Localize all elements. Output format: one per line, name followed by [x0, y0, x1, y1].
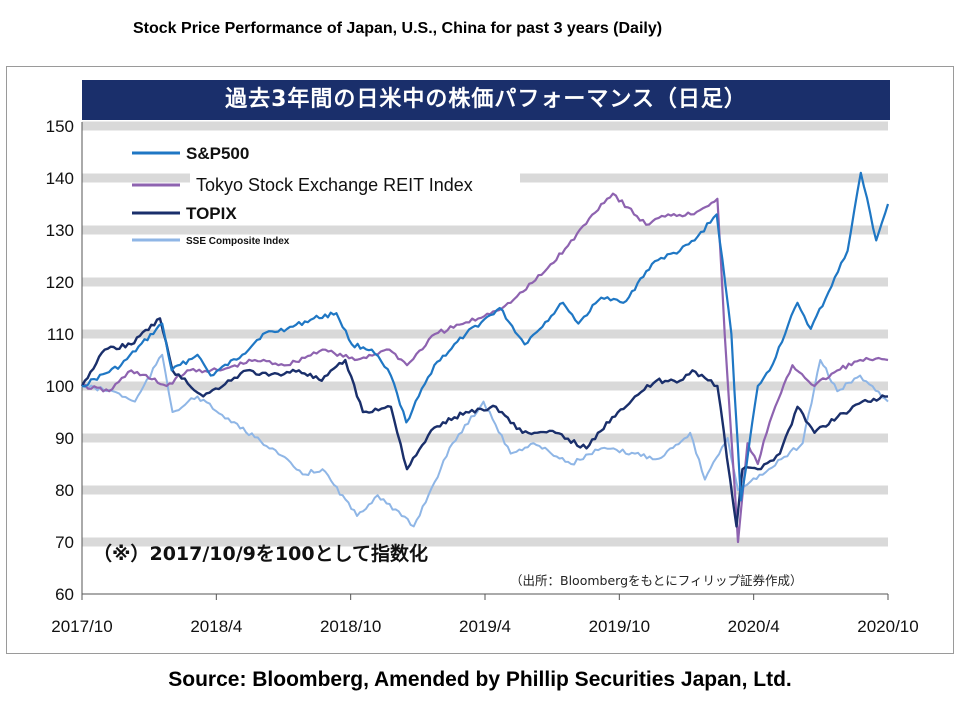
series-line-2: [80, 317, 889, 528]
series-lines: [80, 171, 890, 544]
index-note: （※）2017/10/9を100として指数化: [93, 543, 428, 565]
y-tick-label: 100: [46, 377, 74, 396]
series-line-1: [81, 192, 889, 544]
legend-label-bg: [190, 170, 520, 196]
source-footer: Source: Bloomberg, Amended by Phillip Se…: [168, 668, 792, 691]
y-tick-label: 130: [46, 221, 74, 240]
y-tick-label: 90: [55, 429, 74, 448]
y-tick-label: 150: [46, 117, 74, 136]
x-tick-label: 2017/10: [51, 617, 112, 636]
legend-label: S&P500: [186, 144, 249, 163]
legend-label: TOPIX: [186, 204, 237, 223]
grid-band: [82, 537, 888, 547]
axes: 60 70 80 90 100 110 120 130 140 150 2017/10 2018/4 2…: [46, 117, 919, 636]
y-tick-label: 140: [46, 169, 74, 188]
y-tick-label: 80: [55, 481, 74, 500]
series-line-0: [81, 171, 890, 502]
grid-band: [82, 225, 888, 235]
y-tick-label: 60: [55, 585, 74, 604]
y-tick-label: 110: [47, 325, 74, 344]
legend-label: Tokyo Stock Exchange REIT Index: [196, 175, 473, 195]
y-tick-label: 70: [55, 533, 74, 552]
y-tick-label: 120: [46, 273, 74, 292]
grid-band: [82, 277, 888, 287]
x-tick-label: 2018/4: [190, 617, 242, 636]
x-tick-label: 2020/10: [857, 617, 918, 636]
grid-band: [82, 433, 888, 443]
x-tick-label: 2019/4: [459, 617, 511, 636]
legend-label: SSE Composite Index: [186, 236, 290, 247]
x-tick-label: 2020/4: [728, 617, 780, 636]
chart-title: 過去3年間の日米中の株価パフォーマンス（日足）: [82, 80, 890, 120]
grid-band: [82, 381, 888, 391]
x-tick-label: 2019/10: [589, 617, 650, 636]
grid-band: [82, 329, 888, 339]
legend: S&P500 Tokyo Stock Exchange REIT Index TOP…: [132, 144, 520, 247]
data-credit: （出所：Bloombergをもとにフィリップ証券作成）: [510, 573, 803, 588]
top-caption: Stock Price Performance of Japan, U.S., …: [133, 20, 663, 37]
grid-band: [82, 485, 888, 495]
x-tick-label: 2018/10: [320, 617, 381, 636]
grid-band: [82, 121, 888, 131]
